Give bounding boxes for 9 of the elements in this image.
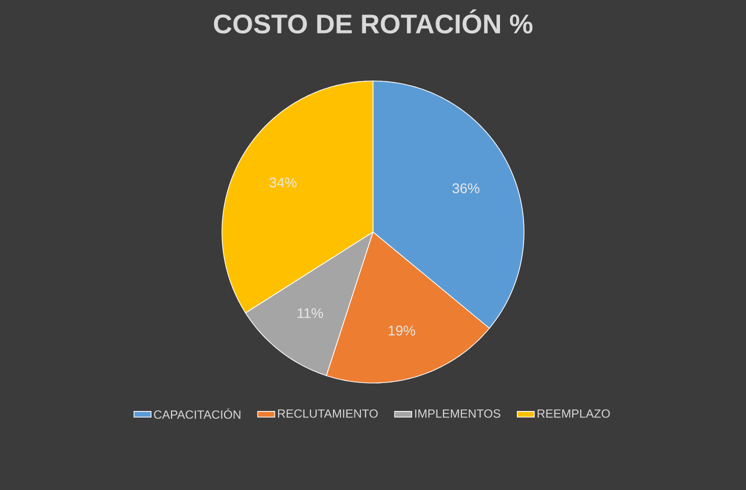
data-label: 34% [270, 178, 296, 188]
chart-title: COSTO DE ROTACIÓN % [214, 9, 532, 34]
legend-label: CAPACITACIÓN [154, 408, 240, 419]
legend-label: IMPLEMENTOS [415, 409, 500, 418]
data-label: 11% [298, 308, 324, 318]
legend-label: RECLUTAMIENTO [278, 409, 378, 418]
data-label: 36% [452, 183, 480, 194]
legend-label: REEMPLAZO [538, 409, 610, 418]
data-label: 19% [388, 326, 416, 336]
